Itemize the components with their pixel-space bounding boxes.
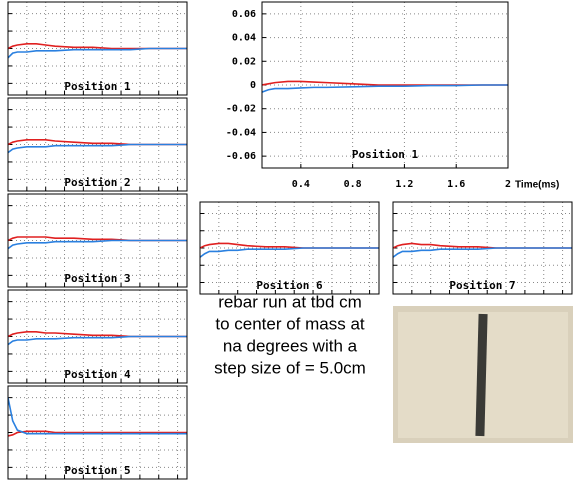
caption-line: to center of mass at <box>215 314 365 333</box>
plot-frame <box>392 201 573 295</box>
series-line <box>8 430 187 437</box>
x-axis-label: Time(ms) <box>515 180 559 191</box>
series-line <box>393 247 572 258</box>
caption-line: step size of = 5.0cm <box>214 358 366 377</box>
line-chart: Position 7 <box>392 201 573 295</box>
plot-frame <box>7 97 188 192</box>
plot-title: Position 4 <box>64 368 131 381</box>
plot-frame <box>261 1 509 169</box>
plot-frame <box>7 1 188 96</box>
line-chart: Position 5 <box>7 385 188 480</box>
plot-title: Position 1 <box>352 148 419 161</box>
series-line <box>200 247 379 258</box>
plot-title: Position 3 <box>64 272 130 285</box>
y-tick-label: 0.02 <box>232 56 256 67</box>
plot-title: Position 1 <box>64 80 131 93</box>
series-line <box>262 84 508 93</box>
plot-title: Position 5 <box>64 464 130 477</box>
plot-title: Position 6 <box>256 279 323 292</box>
y-tick-label: -0.06 <box>226 151 256 162</box>
plot-title: Position 7 <box>449 279 515 292</box>
y-tick-label: -0.02 <box>226 104 256 115</box>
line-chart: Position 2 <box>7 97 188 192</box>
plot-frame <box>7 289 188 384</box>
x-tick-label: 1.6 <box>447 179 465 190</box>
rebar-photo <box>393 306 573 443</box>
series-line <box>8 397 187 435</box>
x-tick-label: 1.2 <box>395 179 413 190</box>
y-tick-label: 0.04 <box>232 33 256 44</box>
series-line <box>8 239 187 250</box>
y-tick-label: 0.06 <box>232 9 256 20</box>
line-chart: Position 4 <box>7 289 188 384</box>
series-line <box>8 143 187 154</box>
line-chart: Position 6 <box>199 201 380 295</box>
plot-frame <box>7 193 188 288</box>
x-tick-label: 2 <box>505 179 511 190</box>
caption-line: rebar run at tbd cm <box>218 292 362 311</box>
x-tick-label: 0.8 <box>344 179 362 190</box>
series-line <box>8 335 187 346</box>
caption-line: na degrees with a <box>223 336 358 355</box>
plot-frame <box>199 201 380 295</box>
line-chart: Position 3 <box>7 193 188 288</box>
line-chart: Position 1 <box>7 1 188 96</box>
rebar <box>475 313 488 437</box>
line-chart: 0.06 0.04 0.02 0 -0.02 -0.04 -0.06 0.4 0.8 1.2 1.6… <box>226 1 559 191</box>
plot-title: Position 2 <box>64 176 130 189</box>
y-tick-label: 0 <box>250 80 256 91</box>
x-tick-label: 0.4 <box>292 179 310 190</box>
series-line <box>8 47 187 59</box>
plot-frame <box>7 385 188 480</box>
y-tick-label: -0.04 <box>226 127 256 138</box>
